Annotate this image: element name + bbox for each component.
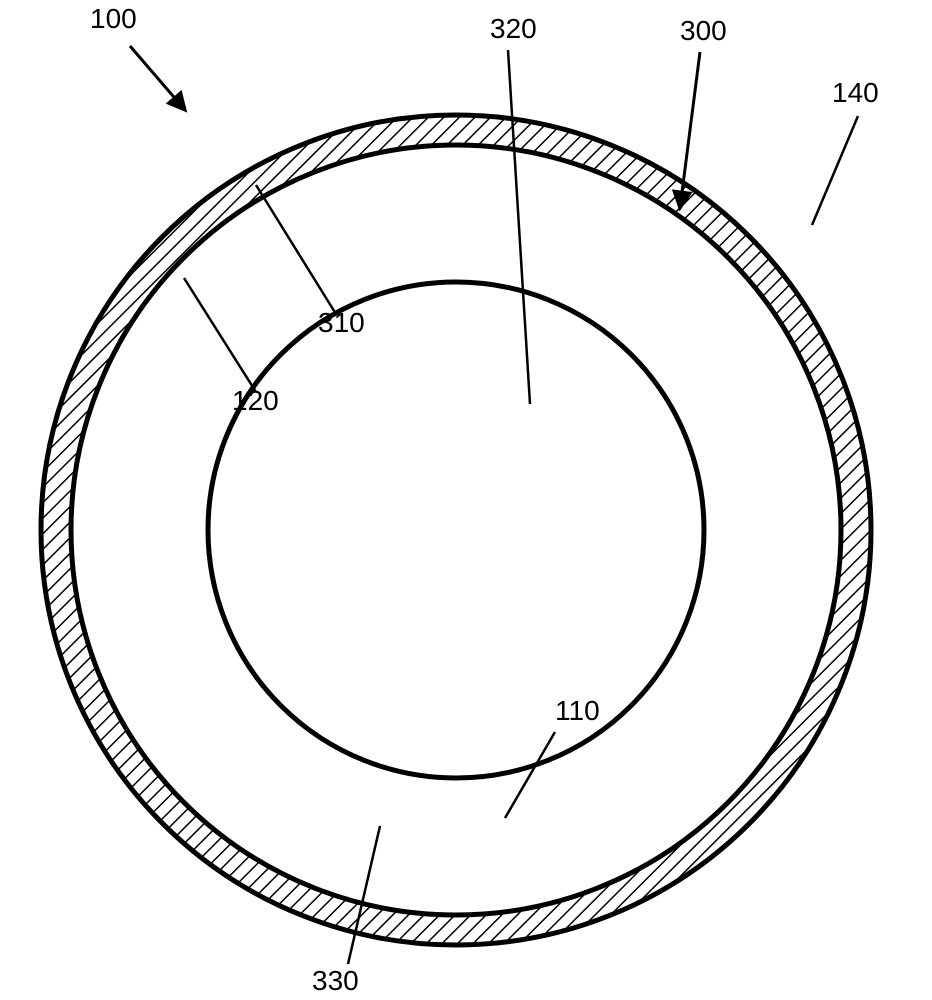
label-320: 320 (490, 13, 537, 44)
leader-140 (812, 116, 858, 225)
label-120: 120 (232, 385, 279, 416)
label-110: 110 (555, 695, 600, 726)
label-310: 310 (318, 307, 365, 338)
inner-circle (208, 282, 704, 778)
arrow-100 (130, 46, 185, 110)
cross-section-diagram: 100 320 300 140 310 120 110 330 (0, 0, 932, 1000)
label-140: 140 (832, 77, 879, 108)
label-330: 330 (312, 965, 359, 996)
label-300: 300 (680, 15, 727, 46)
label-100: 100 (90, 3, 137, 34)
